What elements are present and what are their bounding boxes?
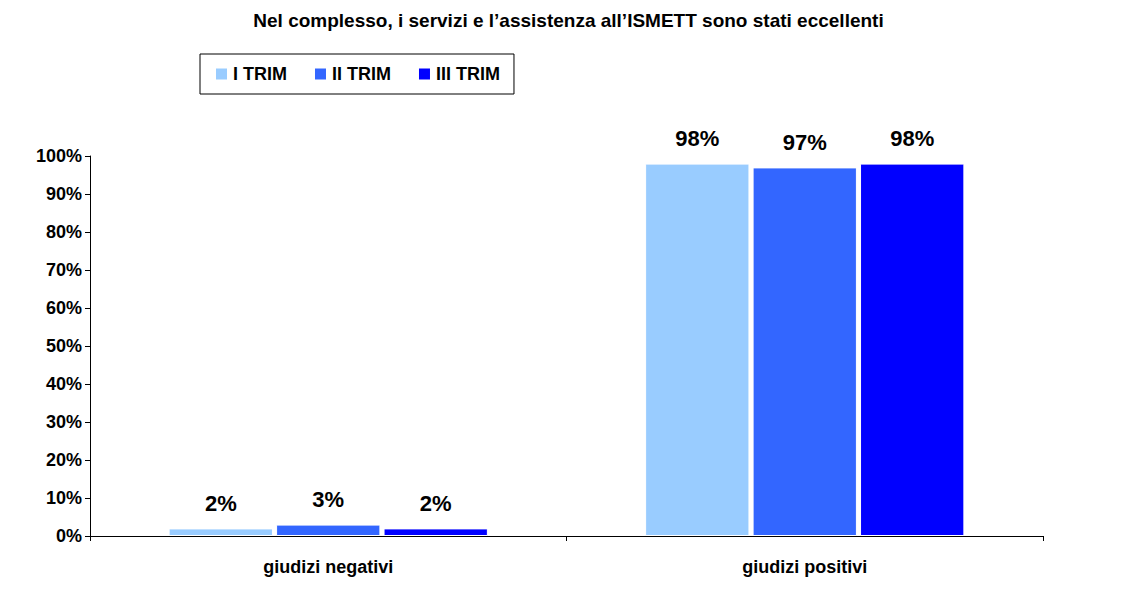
svg-text:70%: 70% (46, 260, 82, 280)
svg-text:98%: 98% (890, 126, 934, 151)
svg-text:2%: 2% (420, 491, 452, 516)
svg-text:60%: 60% (46, 298, 82, 318)
svg-text:Nel complesso, i servizi e l’a: Nel complesso, i servizi e l’assistenza … (253, 10, 883, 31)
svg-text:3%: 3% (312, 487, 344, 512)
svg-text:97%: 97% (783, 130, 827, 155)
svg-text:90%: 90% (46, 184, 82, 204)
svg-text:giudizi positivi: giudizi positivi (742, 557, 867, 577)
svg-text:50%: 50% (46, 336, 82, 356)
svg-text:98%: 98% (675, 126, 719, 151)
svg-text:2%: 2% (205, 491, 237, 516)
svg-text:II TRIM: II TRIM (332, 64, 391, 84)
svg-text:20%: 20% (46, 450, 82, 470)
svg-text:0%: 0% (56, 526, 82, 546)
svg-text:80%: 80% (46, 222, 82, 242)
svg-text:I TRIM: I TRIM (233, 64, 287, 84)
svg-text:100%: 100% (36, 146, 82, 166)
svg-text:giudizi negativi: giudizi negativi (263, 557, 393, 577)
svg-text:30%: 30% (46, 412, 82, 432)
svg-text:III TRIM: III TRIM (436, 64, 500, 84)
svg-text:10%: 10% (46, 488, 82, 508)
svg-text:40%: 40% (46, 374, 82, 394)
